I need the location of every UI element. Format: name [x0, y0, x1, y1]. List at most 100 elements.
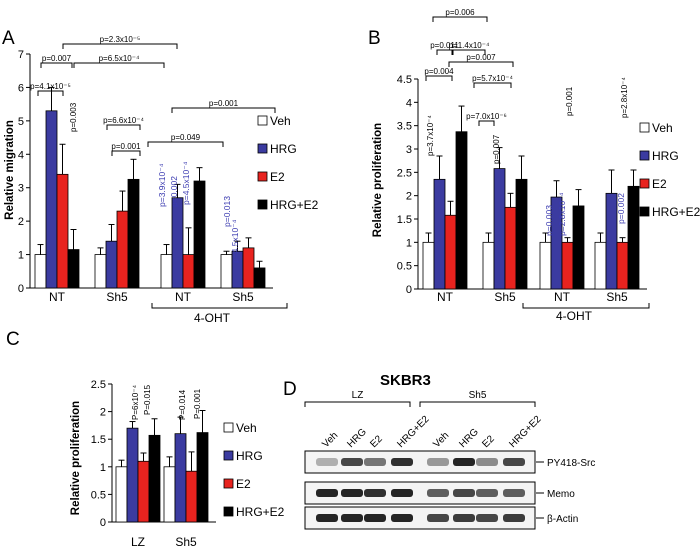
significance-bracket	[106, 124, 141, 130]
blot-lane-label: HRG+E2	[395, 414, 432, 451]
legend-label: HRG	[270, 142, 297, 156]
bar-veh	[422, 241, 435, 290]
bar-e2	[56, 173, 69, 289]
group-bracket-label: 4-OHT	[194, 311, 231, 325]
panel-letter-d: D	[283, 379, 297, 400]
blot-band	[453, 489, 475, 497]
p-value-vertical: p=0.003	[69, 102, 78, 132]
legend-label: E2	[652, 177, 667, 191]
p-value-label: p=6.6x10⁻⁴	[103, 116, 144, 125]
bar-hrg	[433, 178, 446, 290]
category-label: NT	[49, 290, 66, 304]
legend-swatch-hrg-e2	[639, 206, 650, 217]
bar-e2	[116, 210, 129, 289]
category-label: NT	[175, 290, 192, 304]
blot-band	[316, 489, 338, 497]
blot-band	[391, 489, 413, 497]
bar-veh	[94, 254, 107, 289]
blot-group-label: LZ	[352, 390, 364, 401]
significance-bracket	[62, 43, 178, 49]
blot-row-label: Memo	[547, 489, 575, 500]
p-value-label: p=0.004	[424, 67, 454, 76]
blot-membrane-row	[304, 481, 536, 505]
blot-band	[427, 514, 449, 522]
legend-swatch-veh	[639, 122, 650, 133]
legend-swatch-e2	[257, 171, 268, 182]
bar-hrg	[126, 427, 139, 523]
blot-band	[341, 489, 363, 497]
legend-swatch-hrg-e2	[223, 506, 234, 517]
bar-hrg-e2	[253, 267, 266, 289]
bar-e2	[504, 206, 517, 290]
p-value-vertical: p=0.003	[544, 205, 554, 236]
blot-band	[503, 458, 525, 466]
bar-e2	[444, 214, 457, 290]
legend-swatch-hrg	[223, 450, 234, 461]
p-value-vertical: p=2.8x10⁻⁴	[620, 77, 629, 118]
p-value-vertical: p=2.8x10⁻⁴	[557, 192, 567, 236]
y-axis-label: Relative proliferation	[372, 123, 384, 237]
bar-e2	[185, 470, 198, 523]
y-axis-label: Relative proliferation	[70, 401, 82, 515]
category-label: Sh5	[232, 290, 254, 304]
panel-letter-a: A	[2, 28, 15, 49]
y-tick-label: 3.5	[397, 121, 412, 133]
p-value-label: p=1.4x10⁻⁴	[449, 41, 490, 50]
bar-e2	[561, 241, 574, 290]
legend-swatch-hrg	[639, 150, 650, 161]
blot-lane-label: HRG	[457, 426, 481, 450]
category-label: Sh5	[106, 290, 128, 304]
significance-bracket	[171, 107, 276, 113]
p-value-vertical: P=0.014	[178, 389, 187, 420]
p-value-label: p=0.011	[430, 41, 459, 50]
p-value-vertical: p=0.007	[492, 134, 501, 164]
p-value-vertical: p=0.002	[616, 193, 626, 224]
significance-bracket	[37, 90, 64, 96]
p-value-label: p=0.007	[42, 54, 72, 63]
p-value-vertical: p=0.002	[169, 176, 179, 207]
bar-e2	[137, 460, 150, 523]
legend-label: HRG+E2	[236, 505, 285, 519]
panel-letter-b: B	[368, 28, 381, 49]
blot-group-label: Sh5	[469, 390, 487, 401]
group-bracket-4-oht	[151, 303, 288, 309]
bar-e2	[242, 247, 255, 289]
bar-hrg-e2	[67, 249, 80, 289]
category-label: Sh5	[494, 290, 516, 304]
blot-band	[364, 489, 386, 497]
significance-bracket	[425, 75, 453, 81]
blot-row-label: β-Actin	[547, 514, 578, 525]
bar-hrg-e2	[193, 180, 206, 289]
legend-swatch-veh	[257, 115, 268, 126]
bar-hrg-e2	[572, 205, 585, 290]
p-value-label: p=4.1x10⁻⁵	[30, 82, 71, 91]
y-tick-label: 5	[18, 116, 24, 128]
y-tick-label: 7	[18, 49, 24, 61]
panel-letter-c: C	[6, 329, 20, 350]
p-value-label: p=0.001	[209, 99, 239, 108]
bar-veh	[34, 254, 47, 289]
significance-bracket	[432, 16, 488, 22]
p-value-vertical: p=4.5x10⁻⁴	[181, 161, 191, 205]
category-label: NT	[554, 290, 571, 304]
y-tick-label: 0	[18, 283, 24, 295]
significance-bracket	[436, 49, 453, 55]
category-label: LZ	[131, 535, 145, 549]
blot-group-bracket	[304, 401, 411, 407]
blot-band	[364, 458, 386, 466]
significance-bracket	[473, 82, 512, 88]
bar-hrg-e2	[455, 131, 468, 290]
legend-label: HRG	[236, 449, 263, 463]
legend-label: Veh	[652, 121, 673, 135]
significance-bracket	[73, 62, 165, 68]
blot-band	[427, 489, 449, 497]
bar-veh	[482, 241, 495, 290]
bar-hrg	[45, 110, 58, 289]
blot-band	[316, 458, 338, 466]
y-tick-label: 0.5	[397, 261, 412, 273]
legend-label: HRG	[652, 149, 679, 163]
significance-bracket	[147, 141, 224, 147]
y-tick-label: 0.5	[91, 489, 106, 501]
